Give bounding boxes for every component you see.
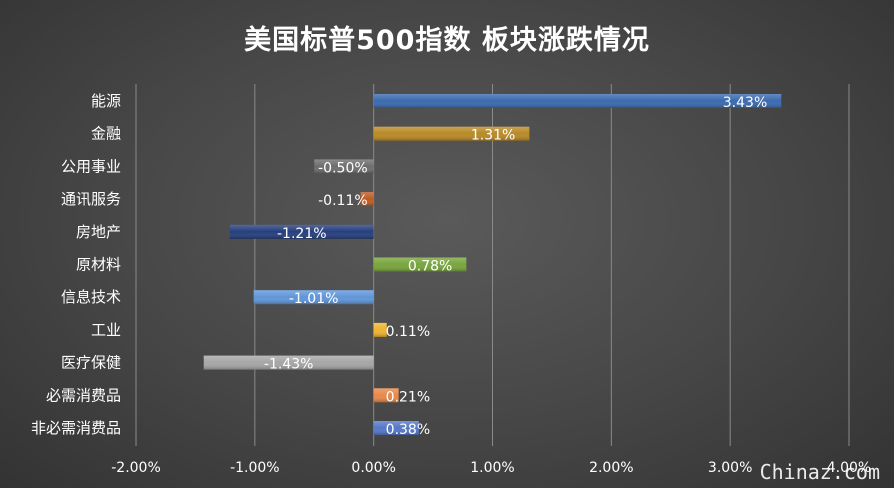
data-label: -0.50% xyxy=(318,160,368,176)
bar xyxy=(373,257,467,272)
category-label: 医疗保健 xyxy=(61,354,121,372)
x-tick-label: 2.00% xyxy=(589,460,633,476)
data-label: 3.43% xyxy=(723,95,767,111)
chart-title: 美国标普500指数 板块涨跌情况 xyxy=(244,25,650,56)
bar xyxy=(373,388,399,403)
category-label: 通讯服务 xyxy=(61,190,121,208)
x-tick-label: 4.00% xyxy=(827,460,871,476)
bar xyxy=(203,355,374,370)
data-label: 1.31% xyxy=(471,128,515,144)
bar xyxy=(373,322,387,337)
data-label: 0.11% xyxy=(386,324,430,340)
x-tick-label: -1.00% xyxy=(230,460,280,476)
category-label: 金融 xyxy=(91,125,121,143)
watermark: Chinaz.com xyxy=(759,460,880,484)
category-label: 工业 xyxy=(91,321,121,339)
value-labels: 3.43% 1.31% -0.50% -0.11% -1.21% 0.78% -1.01% 0… xyxy=(264,95,767,438)
x-tick-labels: -2.00% -1.00% 0.00% 1.00% 2.00% 3.00% 4.00% xyxy=(111,460,871,476)
bar xyxy=(253,290,374,305)
category-label: 原材料 xyxy=(76,256,121,274)
data-label: 0.38% xyxy=(386,422,430,438)
category-label: 信息技术 xyxy=(61,288,121,306)
data-label: -1.21% xyxy=(277,226,327,242)
data-label: -1.43% xyxy=(264,357,314,373)
bars xyxy=(203,94,782,435)
bar xyxy=(373,126,530,141)
category-label: 能源 xyxy=(91,92,121,110)
category-label: 房地产 xyxy=(76,223,121,241)
category-label: 公用事业 xyxy=(61,157,121,175)
bar xyxy=(314,159,374,174)
data-label: 0.21% xyxy=(386,389,430,405)
x-tick-label: 1.00% xyxy=(470,460,514,476)
bar xyxy=(229,224,374,239)
bar xyxy=(373,421,419,435)
x-tick-label: 0.00% xyxy=(351,460,395,476)
x-tick-label: -2.00% xyxy=(111,460,161,476)
x-tick-label: 3.00% xyxy=(708,460,752,476)
data-label: -0.11% xyxy=(318,193,368,209)
category-label: 必需消费品 xyxy=(46,386,121,404)
data-label: -1.01% xyxy=(289,291,339,307)
bar xyxy=(360,192,374,207)
bar xyxy=(373,94,782,108)
category-label: 非必需消费品 xyxy=(31,419,121,437)
data-label: 0.78% xyxy=(408,259,452,275)
